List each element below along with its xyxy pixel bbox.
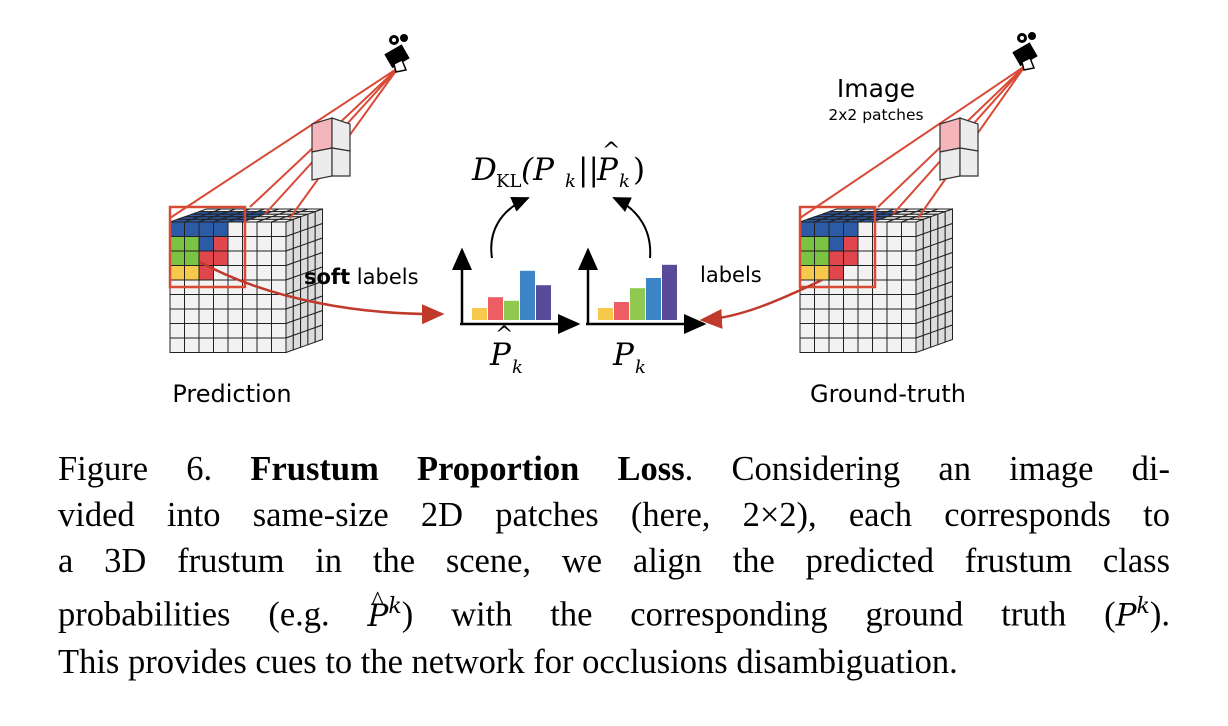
p-label: P k bbox=[612, 337, 646, 378]
histogram-bar bbox=[662, 264, 677, 320]
svg-text:^: ^ bbox=[602, 139, 620, 164]
ground-truth-voxel-grid bbox=[799, 208, 953, 354]
frustum-figure: Image 2x2 patches soft labels labels D K… bbox=[168, 32, 1038, 408]
caption-line2: vided into same-size 2D patches (here, 2… bbox=[58, 496, 1170, 534]
ground-truth-histogram bbox=[578, 247, 707, 334]
kl-arrow-right bbox=[612, 197, 652, 259]
svg-text:k: k bbox=[565, 171, 576, 192]
histogram-bar bbox=[504, 300, 519, 320]
svg-text:P: P bbox=[612, 337, 635, 373]
caption-line1-text: . Considering an image di- bbox=[684, 450, 1171, 488]
soft-labels-text: soft labels bbox=[304, 265, 419, 289]
kl-divergence-formula: D KL (P k || P ^ k ) bbox=[471, 139, 645, 192]
ground-truth-camera-icon bbox=[1012, 32, 1038, 71]
histogram-bar bbox=[472, 308, 487, 320]
svg-text:D: D bbox=[471, 152, 497, 188]
histogram-bar bbox=[614, 302, 629, 320]
histogram-bar bbox=[646, 278, 661, 320]
caption-figure-number: Figure 6. bbox=[58, 450, 213, 488]
svg-text:k: k bbox=[512, 357, 523, 378]
svg-text:): ) bbox=[633, 152, 645, 188]
histogram-bar bbox=[598, 308, 613, 320]
svg-text:P: P bbox=[596, 152, 619, 188]
labels-text: labels bbox=[700, 263, 762, 287]
prediction-voxel-grid bbox=[169, 208, 323, 354]
svg-text:KL: KL bbox=[496, 171, 521, 192]
image-title: Image bbox=[837, 74, 915, 103]
predicted-histogram bbox=[452, 247, 581, 334]
histogram-bar bbox=[488, 297, 503, 320]
svg-text:^: ^ bbox=[495, 323, 513, 348]
prediction-image-patches bbox=[311, 117, 351, 181]
caption-line4: probabilities (e.g. P ^ k) with the corres… bbox=[58, 585, 1170, 634]
labels-arrow bbox=[699, 278, 823, 329]
svg-text:||: || bbox=[578, 152, 599, 188]
prediction-camera-icon bbox=[384, 34, 410, 73]
caption-line3: a 3D frustum in the scene, we align the … bbox=[58, 542, 1170, 580]
histogram-bar bbox=[536, 285, 551, 320]
ground-truth-label: Ground-truth bbox=[810, 380, 966, 408]
histogram-bar bbox=[520, 270, 535, 320]
p-hat-label: P ^ k bbox=[489, 323, 523, 378]
kl-arrow-left bbox=[490, 196, 530, 259]
svg-text:k: k bbox=[619, 171, 630, 192]
svg-text:k: k bbox=[635, 357, 646, 378]
ground-truth-image-patches bbox=[939, 117, 979, 181]
figure-caption: Figure 6. Frustum Proportion Loss. Consi… bbox=[58, 446, 1170, 685]
histogram-bar bbox=[630, 288, 645, 320]
caption-title: Frustum Proportion Loss bbox=[250, 450, 685, 488]
svg-text:P: P bbox=[489, 337, 512, 373]
image-subtitle: 2x2 patches bbox=[828, 106, 923, 124]
soft-labels-arrow bbox=[199, 260, 445, 325]
prediction-label: Prediction bbox=[172, 380, 291, 408]
svg-text:(P: (P bbox=[521, 152, 555, 188]
caption-line5: This provides cues to the network for oc… bbox=[58, 642, 958, 681]
